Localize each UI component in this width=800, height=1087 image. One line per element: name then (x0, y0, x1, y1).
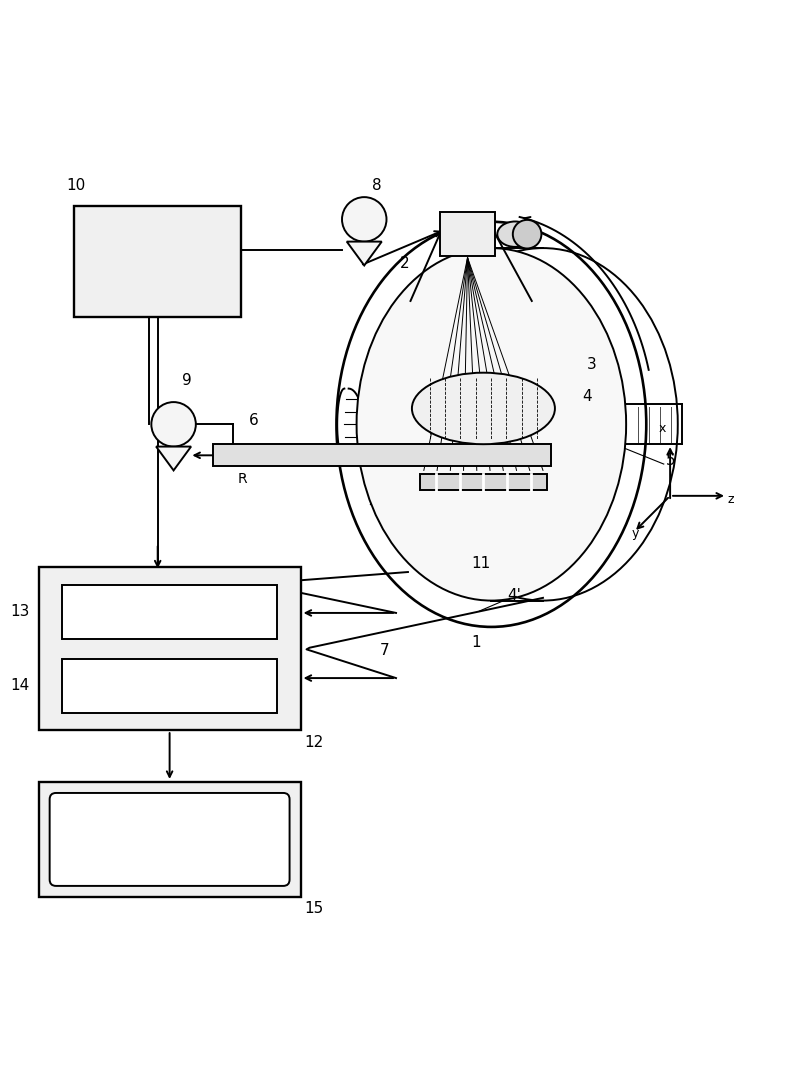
Text: 1: 1 (471, 635, 481, 650)
Text: 4: 4 (582, 389, 592, 404)
Bar (74, 205, 241, 317)
Text: 2: 2 (400, 257, 410, 272)
Text: M: M (168, 420, 179, 429)
Text: 9: 9 (182, 373, 191, 388)
Bar (214, 445, 551, 466)
Circle shape (342, 197, 386, 241)
Text: R: R (237, 472, 246, 486)
Text: 3: 3 (586, 358, 597, 372)
FancyBboxPatch shape (50, 792, 290, 886)
Bar (62, 585, 277, 639)
Bar (420, 474, 547, 490)
Polygon shape (156, 447, 191, 471)
Bar (62, 659, 277, 713)
Text: 10: 10 (66, 178, 86, 193)
Polygon shape (346, 241, 382, 265)
Bar (38, 567, 301, 730)
Text: x: x (658, 422, 666, 435)
Ellipse shape (357, 248, 626, 601)
Circle shape (151, 402, 196, 447)
Ellipse shape (412, 373, 555, 445)
Circle shape (513, 220, 542, 249)
Text: y: y (631, 526, 638, 539)
Text: 5: 5 (666, 452, 676, 467)
Text: 6: 6 (249, 413, 259, 428)
Text: 15: 15 (305, 901, 324, 916)
Ellipse shape (498, 222, 533, 247)
Text: 14: 14 (10, 678, 30, 694)
Text: 12: 12 (305, 735, 324, 750)
Text: 8: 8 (372, 178, 382, 193)
Text: M: M (358, 214, 370, 224)
Text: 4': 4' (507, 588, 521, 602)
Text: z: z (728, 493, 734, 507)
Bar (38, 782, 301, 897)
Bar (440, 212, 495, 257)
Text: 13: 13 (10, 604, 30, 620)
Text: 11: 11 (471, 555, 490, 571)
Text: 7: 7 (380, 644, 390, 659)
